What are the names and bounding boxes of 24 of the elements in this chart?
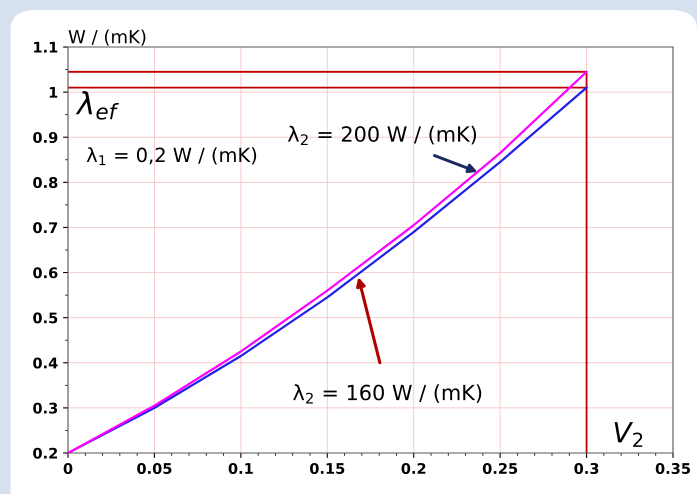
y-tick-label: 0.7 xyxy=(33,222,58,234)
y-tick-label: 0.8 xyxy=(33,177,58,188)
annotation: λ$_{ef}$ xyxy=(76,91,119,120)
annotation: λ$_{1}$ = 0,2 W / (mK) xyxy=(86,147,256,166)
x-tick-label: 0 xyxy=(64,462,72,474)
x-tick-label: 0.35 xyxy=(656,462,690,474)
y-tick-label: 1.1 xyxy=(34,42,58,53)
y-tick-label: 0.3 xyxy=(33,402,58,414)
x-tick-label: 0.05 xyxy=(137,462,172,474)
x-tick-label: 0.15 xyxy=(310,462,344,474)
x-tick-label: 0.3 xyxy=(574,462,598,474)
y-tick-label: 0.9 xyxy=(33,132,58,143)
y-tick-label: 0.6 xyxy=(33,267,58,278)
y-tick-label: 0.2 xyxy=(33,448,58,459)
y-tick-label: 1 xyxy=(50,87,58,98)
annotation: V$_{2}$ xyxy=(614,422,642,447)
y-tick-label: 0.5 xyxy=(33,312,58,324)
annotation: λ$_{2}$ = 160 W / (mK) xyxy=(293,384,482,404)
annotation: λ$_{2}$ = 200 W / (mK) xyxy=(288,126,476,146)
x-tick-label: 0.2 xyxy=(401,462,426,474)
y-axis-title: W / (mK) xyxy=(68,30,146,46)
x-tick-label: 0.25 xyxy=(482,462,518,474)
x-tick-label: 0.1 xyxy=(228,462,253,474)
y-tick-label: 0.4 xyxy=(33,357,58,369)
